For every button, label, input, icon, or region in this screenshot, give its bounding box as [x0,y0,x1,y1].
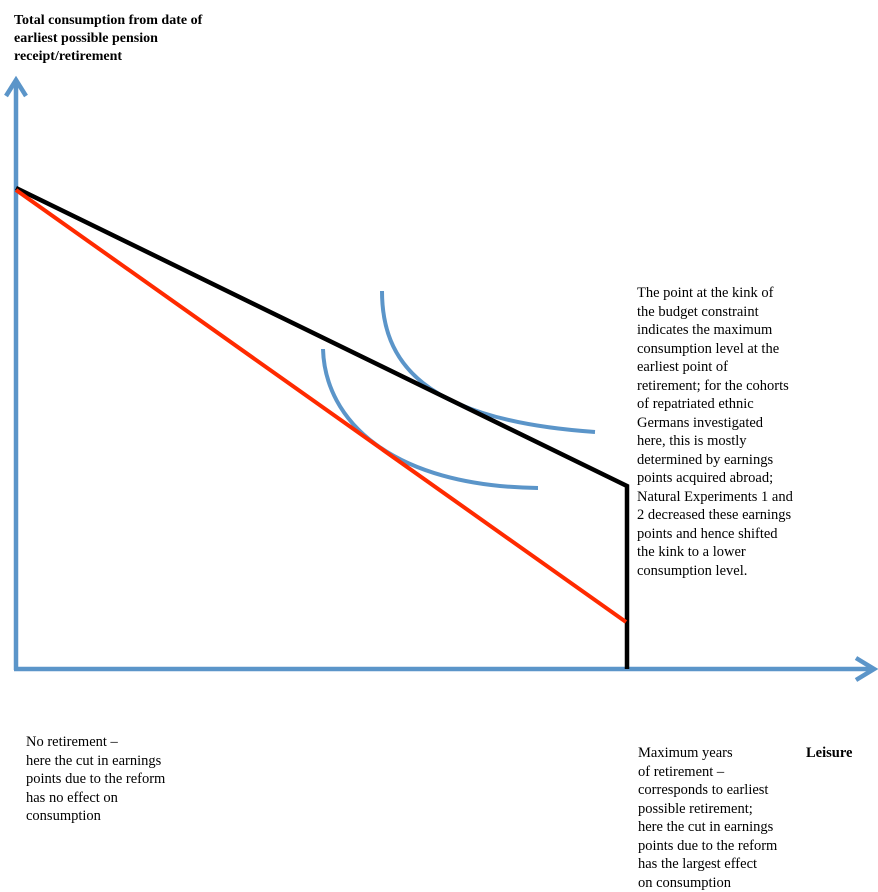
kink-annotation: The point at the kink of the budget cons… [637,285,793,579]
budget-constraint-before-reform [15,185,630,669]
indifference-curve-upper [380,290,596,434]
y-axis-arrowhead [4,75,28,98]
budget-constraint-after-reform [14,188,628,624]
max-retirement-annotation: Maximum years of retirement – correspond… [638,745,778,891]
x-axis-arrowhead [854,656,878,682]
x-axis-title: Leisure [806,745,853,761]
no-retirement-annotation: No retirement – here the cut in earnings… [26,734,166,824]
y-axis-title: Total consumption from date of earliest … [14,13,203,64]
